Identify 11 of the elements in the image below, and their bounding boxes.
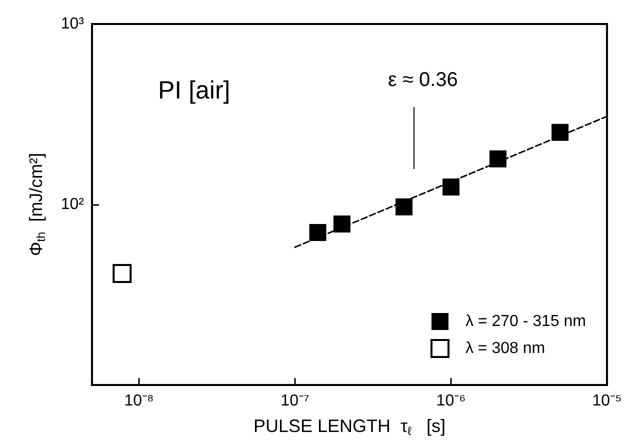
legend-label: λ = 308 nm xyxy=(465,340,546,357)
legend-label: λ = 270 - 315 nm xyxy=(465,313,586,330)
y-axis-title: Φth [mJ/cm²] xyxy=(26,152,48,256)
annotation: PI [air] xyxy=(158,76,230,104)
x-tick-label: 10⁻⁶ xyxy=(436,392,466,410)
x-tick-label: 10⁻⁵ xyxy=(592,392,622,410)
annotation: ε ≈ 0.36 xyxy=(388,69,458,91)
y-tick-label: 10³ xyxy=(60,16,85,32)
x-tick-label: 10⁻⁸ xyxy=(124,392,154,410)
x-tick-label: 10⁻⁷ xyxy=(280,392,310,410)
y-tick-label: 10² xyxy=(60,196,85,213)
